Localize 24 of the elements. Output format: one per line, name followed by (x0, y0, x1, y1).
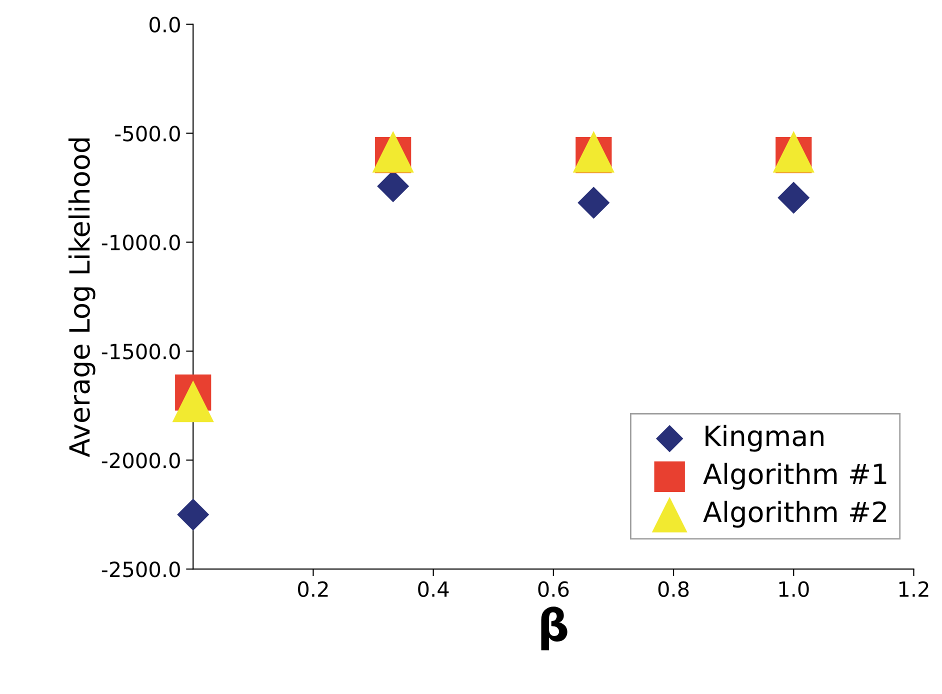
legend-label: Kingman (706, 424, 824, 452)
point (572, 130, 614, 173)
x-tick-label: 1.0 (779, 581, 809, 598)
y-tick-label: -500.0 (115, 126, 180, 142)
y-tick-label: -2000.0 (102, 452, 180, 468)
x-tick-label: 1.2 (899, 581, 928, 597)
y-tick-label: -2500.0 (102, 562, 180, 578)
point (372, 130, 414, 173)
x-tick-label: 0.2 (298, 581, 328, 598)
y-tick-label: -1000.0 (102, 234, 180, 250)
y-axis-title: Average Log Likelihood (68, 138, 96, 458)
point (772, 130, 814, 173)
legend-label: Algorithm #1 (703, 462, 886, 490)
point (172, 380, 214, 422)
point (177, 498, 210, 531)
x-tick-label: 0.4 (418, 581, 449, 598)
y-tick-label: -1500.0 (102, 344, 180, 360)
point (778, 182, 810, 214)
legend-label: Algorithm #2 (703, 500, 886, 528)
x-tick-label: 0.8 (658, 581, 689, 598)
y-tick-label: 0.0 (150, 16, 180, 32)
x-axis-title: β (541, 606, 568, 650)
point (578, 186, 610, 219)
x-tick-label: 0.6 (538, 581, 569, 598)
